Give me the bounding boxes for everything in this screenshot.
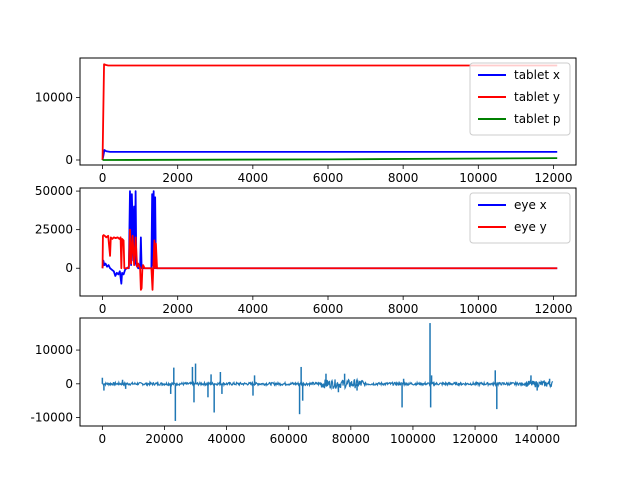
legend-label: tablet y — [514, 90, 560, 104]
legend-box — [469, 62, 571, 136]
y-tick-label: 50000 — [35, 184, 73, 198]
panel-1-legend: tablet x tablet y tablet p — [469, 62, 571, 136]
panel-3-signal: 0 20000 40000 60000 80000 100000 120000 140000-… — [30, 317, 577, 446]
series-line-eye-y — [101, 228, 558, 291]
x-tick-label: 6000 — [313, 302, 344, 316]
legend-label: tablet x — [514, 68, 560, 82]
panel-1-tablet: 0 2000 4000 6000 8000 10000 12000 0 10000 tablet… — [35, 57, 577, 185]
x-tick-label: 12000 — [534, 171, 572, 185]
legend-label: tablet p — [514, 112, 561, 126]
x-tick-label: 4000 — [238, 302, 269, 316]
y-tick-label: 0 — [65, 261, 73, 275]
series-group — [101, 63, 558, 161]
x-tick-label: 12000 — [534, 302, 572, 316]
y-tick-label: 10000 — [35, 343, 73, 357]
y-tick-label: -10000 — [30, 411, 73, 425]
x-tick-label: 4000 — [238, 171, 269, 185]
x-tick-label: 40000 — [208, 432, 246, 446]
panel-2-legend: eye x eye y — [469, 192, 571, 244]
legend-label: eye y — [514, 220, 547, 234]
x-tick-label: 10000 — [459, 302, 497, 316]
series-line-eye-x — [101, 190, 558, 285]
panel-2-series — [101, 190, 558, 291]
series-group — [101, 323, 554, 421]
x-tick-label: 120000 — [452, 432, 498, 446]
y-tick-label: 10000 — [35, 90, 73, 104]
panel-3-axes: 0 20000 40000 60000 80000 100000 120000 140000-… — [30, 343, 560, 446]
signal-line — [102, 377, 554, 391]
x-tick-label: 20000 — [145, 432, 183, 446]
series-group — [101, 190, 558, 291]
panel-2-eye: 0 2000 4000 6000 8000 10000 12000 0 25000 50000 e… — [35, 184, 577, 316]
x-tick-label: 6000 — [313, 171, 344, 185]
x-tick-label: 2000 — [162, 302, 193, 316]
panel-1-series — [101, 63, 558, 161]
x-tick-label: 0 — [99, 432, 107, 446]
x-tick-label: 80000 — [332, 432, 370, 446]
x-tick-label: 60000 — [270, 432, 308, 446]
panel-3-frame — [79, 317, 577, 427]
y-tick-label: 0 — [65, 153, 73, 167]
panel-1-axes: 0 2000 4000 6000 8000 10000 12000 0 10000 — [35, 90, 573, 185]
series-line-tablet-y — [101, 63, 558, 161]
series-line-tablet-p — [102, 157, 558, 161]
x-tick-label: 100000 — [390, 432, 436, 446]
x-tick-label: 10000 — [459, 171, 497, 185]
series-line-tablet-x — [101, 149, 558, 161]
x-tick-label: 8000 — [388, 302, 419, 316]
x-tick-label: 8000 — [388, 171, 419, 185]
x-tick-label: 2000 — [162, 171, 193, 185]
y-tick-label: 0 — [65, 377, 73, 391]
panel-3-series — [101, 323, 554, 421]
x-tick-label: 140000 — [514, 432, 560, 446]
x-tick-label: 0 — [99, 302, 107, 316]
x-tick-label: 0 — [99, 171, 107, 185]
panel-2-axes: 0 2000 4000 6000 8000 10000 12000 0 25000 50000 — [35, 184, 573, 316]
y-tick-label: 25000 — [35, 223, 73, 237]
legend-label: eye x — [514, 198, 547, 212]
